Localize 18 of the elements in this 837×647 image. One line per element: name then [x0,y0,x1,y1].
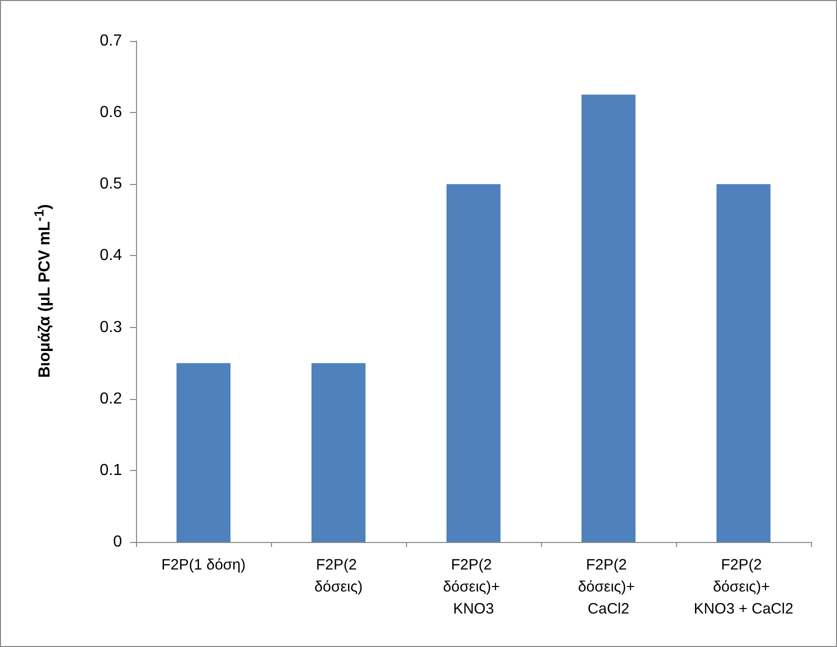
bar [312,363,366,542]
x-tick-label: F2P(2 δόσεις)+ CaCl2 [578,556,640,618]
y-tick-label: 0.5 [100,176,122,193]
y-tick-label: 0.7 [100,32,122,50]
bar [176,363,230,542]
y-tick-label: 0.3 [100,318,122,336]
bar [446,184,500,542]
y-tick-label: 0 [113,534,122,550]
x-tick-label: F2P(1 δόση) [161,556,246,574]
bar [716,184,770,542]
bar [582,94,636,542]
y-tick-label: 0.6 [100,104,122,122]
x-tick-label: F2P(2 δόσεις)+ KNO3 + CaCl2 [694,556,794,618]
y-tick-label: 0.2 [100,390,122,408]
y-tick-label: 0.1 [100,462,122,479]
y-tick-label: 0.4 [100,247,122,264]
x-tick-label: F2P(2 δόσεις) [314,556,363,596]
x-tick-label: F2P(2 δόσεις)+ KNO3 [442,556,504,618]
